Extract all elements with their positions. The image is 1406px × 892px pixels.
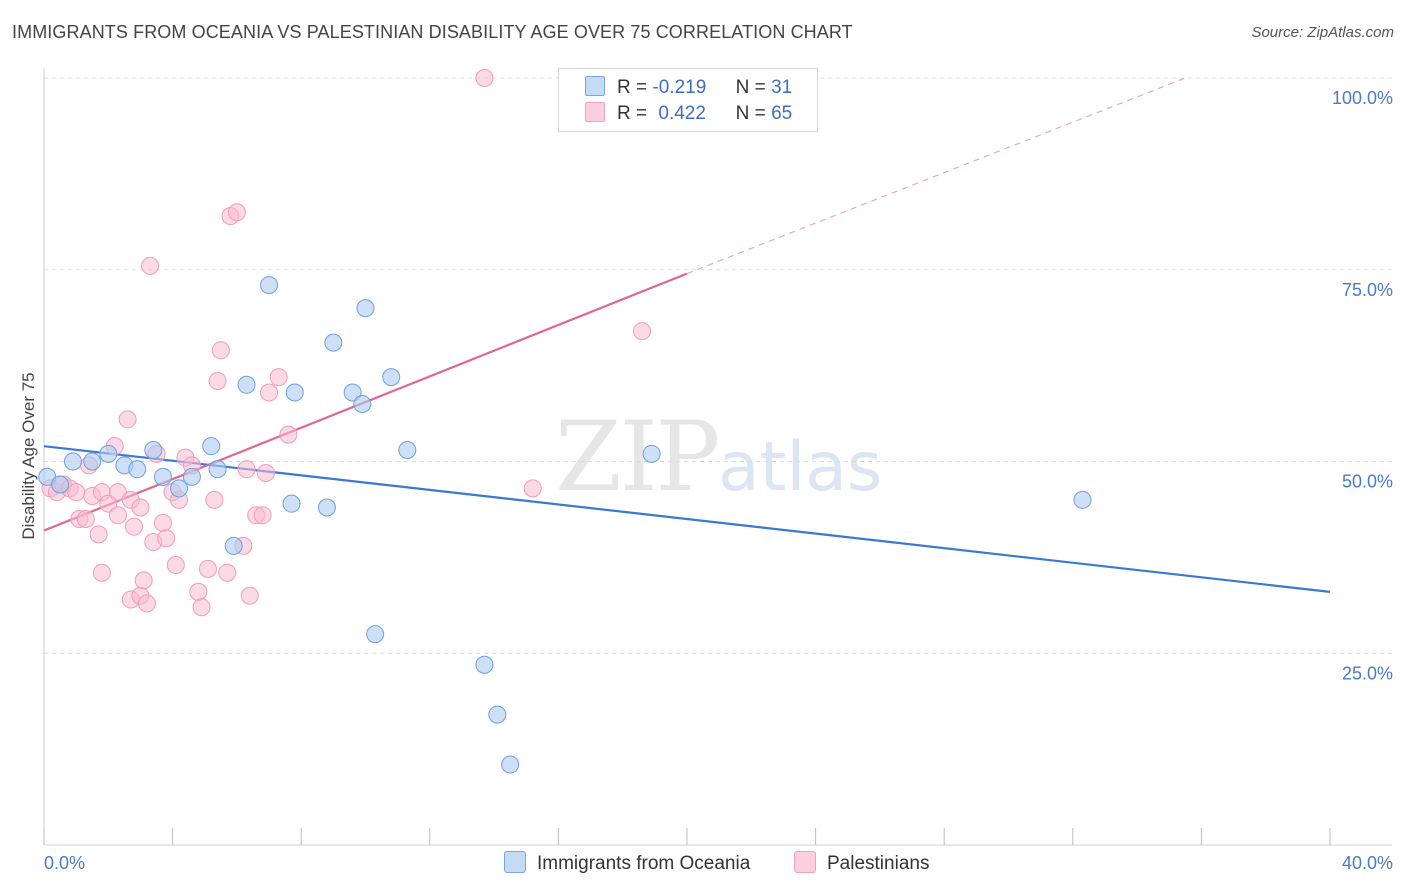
palestinians-point <box>134 571 153 590</box>
legend-n-label: N = <box>735 77 766 98</box>
oceania-legend-label: Immigrants from Oceania <box>537 853 751 874</box>
watermark-atlas: atlas <box>718 428 882 507</box>
y-tick-label: 50.0% <box>1342 472 1393 492</box>
palestinians-trend-extension <box>686 77 1186 275</box>
palestinians-point <box>76 510 95 529</box>
y-tick-label: 25.0% <box>1342 663 1393 683</box>
gridlines <box>44 77 1392 654</box>
palestinians-point <box>99 494 118 513</box>
oceania-legend-swatch <box>504 851 526 873</box>
palestinians-point <box>227 203 246 222</box>
oceania-point <box>366 625 385 644</box>
oceania-point <box>356 299 375 318</box>
tick-labels: 100.0% 75.0% 50.0% 25.0% 0.0% 40.0% <box>44 88 1393 873</box>
legend-r-label: R = <box>617 103 648 124</box>
palestinians-point <box>256 464 275 483</box>
oceania-point <box>317 498 336 517</box>
chart-title: IMMIGRANTS FROM OCEANIA VS PALESTINIAN D… <box>12 22 853 42</box>
x-tick-label: 40.0% <box>1342 853 1393 873</box>
oceania-point <box>353 394 372 413</box>
palestinians-point <box>211 341 230 360</box>
palestinians-point <box>141 256 160 275</box>
palestinians-point <box>192 598 211 617</box>
oceania-point <box>1073 490 1092 509</box>
oceania-point <box>202 437 221 456</box>
oceania-point <box>182 467 201 486</box>
oceania-swatch <box>585 76 605 96</box>
legend-n-value: 65 <box>771 103 793 124</box>
stats-legend: R = -0.219 N = 31 R = 0.422 N = 65 <box>558 68 818 132</box>
palestinians-point <box>240 586 259 605</box>
palestinians-point <box>523 479 542 498</box>
palestinians-point <box>205 490 224 509</box>
palestinians-point <box>166 556 185 575</box>
oceania-point <box>475 655 494 674</box>
legend-row-oceania: R = -0.219 N = 31 <box>585 76 792 100</box>
palestinians-point <box>67 483 86 502</box>
palestinians-point <box>92 563 111 582</box>
axes <box>43 68 1392 846</box>
legend-r-label: R = <box>617 77 648 98</box>
legend-r-value: -0.219 <box>652 77 707 98</box>
palestinians-point <box>475 69 494 87</box>
oceania-point <box>144 440 163 459</box>
legend-row-palestinians: R = 0.422 N = 65 <box>585 102 792 126</box>
trend-lines <box>43 77 1331 593</box>
oceania-point <box>285 383 304 402</box>
oceania-point <box>237 375 256 394</box>
palestinians-point <box>198 559 217 578</box>
palestinians-point <box>253 506 272 525</box>
oceania-point <box>51 475 70 494</box>
palestinians-point <box>279 425 298 444</box>
palestinians-point <box>260 383 279 402</box>
oceania-point <box>153 467 172 486</box>
palestinians-point <box>125 517 144 536</box>
oceania-point <box>324 333 343 352</box>
legend-item-oceania: Immigrants from Oceania <box>504 851 750 877</box>
x-tick-label: 0.0% <box>44 853 85 873</box>
oceania-point <box>398 440 417 459</box>
palestinians-point <box>632 322 651 341</box>
y-tick-label: 100.0% <box>1332 88 1393 108</box>
palestinians-legend-swatch <box>794 851 816 873</box>
oceania-point <box>382 368 401 387</box>
palestinians-point <box>108 506 127 525</box>
oceania-point <box>501 755 520 774</box>
palestinians-point <box>189 582 208 601</box>
oceania-point <box>224 536 243 555</box>
oceania-point <box>642 444 661 463</box>
palestinians-point <box>131 498 150 517</box>
legend-item-palestinians: Palestinians <box>794 851 929 877</box>
watermark-zip: ZIP <box>555 401 718 513</box>
oceania-point <box>343 383 362 402</box>
palestinians-point <box>153 513 172 532</box>
palestinians-point <box>118 410 137 429</box>
oceania-point <box>208 460 227 479</box>
palestinians-point <box>137 594 156 613</box>
oceania-point <box>99 444 118 463</box>
data-points <box>38 69 1092 774</box>
palestinians-point <box>218 563 237 582</box>
oceania-point <box>83 452 102 471</box>
oceania-point <box>128 460 147 479</box>
legend-n-label: N = <box>735 103 766 124</box>
y-axis-label: Disability Age Over 75 <box>19 372 38 539</box>
legend-r-value: 0.422 <box>658 103 706 124</box>
legend-n-value: 31 <box>771 77 793 98</box>
palestinians-point <box>208 371 227 390</box>
oceania-point <box>488 705 507 724</box>
palestinians-point <box>89 525 108 544</box>
palestinians-swatch <box>585 102 605 122</box>
oceania-point <box>63 452 82 471</box>
palestinians-point <box>269 368 288 387</box>
palestinians-point <box>157 529 176 548</box>
oceania-point <box>260 276 279 295</box>
y-tick-label: 75.0% <box>1342 280 1393 300</box>
palestinians-legend-label: Palestinians <box>827 853 930 874</box>
oceania-point <box>282 494 301 513</box>
oceania-point <box>170 479 189 498</box>
palestinians-point <box>237 460 256 479</box>
source-label: Source: ZipAtlas.com <box>1251 24 1394 41</box>
